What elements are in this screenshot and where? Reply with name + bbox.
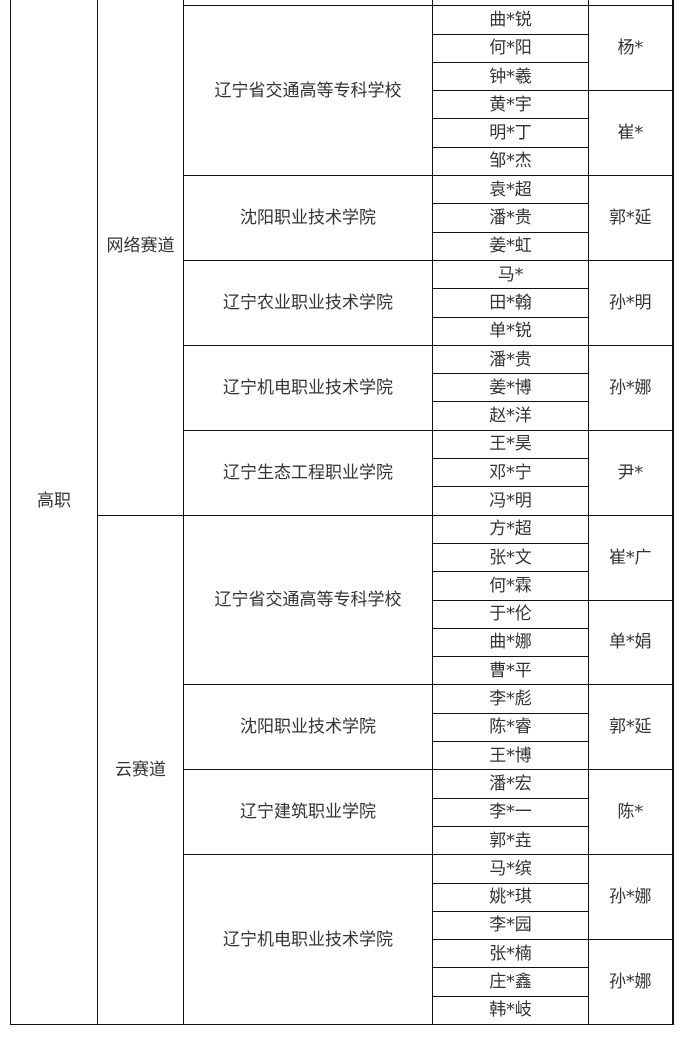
table-row: 陈*睿 bbox=[11, 712, 673, 743]
member-cell: 王*昊 bbox=[432, 429, 589, 460]
member-cell: 邓*宁 bbox=[432, 458, 589, 488]
member-cell: 李*彪 bbox=[432, 684, 589, 714]
member-cell: 潘*贵 bbox=[432, 203, 589, 233]
table-row: 沈阳职业技术学院 李*彪 郭*延 bbox=[11, 684, 673, 771]
member-cell: 李*园 bbox=[432, 910, 589, 941]
member-cell: 张*楠 bbox=[432, 939, 589, 969]
table-row: 明*丁 bbox=[11, 118, 673, 148]
table-row: 姜*虹 bbox=[11, 231, 673, 261]
member-cell: 李*一 bbox=[432, 797, 589, 827]
member-cell: 曹*平 bbox=[432, 656, 589, 686]
member-cell: 张*文 bbox=[432, 542, 589, 573]
table-row: 何*阳 bbox=[11, 33, 673, 63]
member-cell: 明*丁 bbox=[432, 118, 589, 148]
coach-cell: 孙*明 bbox=[588, 259, 673, 346]
member-cell: 王*博 bbox=[432, 741, 589, 771]
table-row: 张*文 bbox=[11, 542, 673, 573]
coach-cell: 郭*延 bbox=[588, 684, 673, 771]
table-row: 姜*博 bbox=[11, 373, 673, 403]
table-row: 钟*羲 bbox=[11, 61, 673, 92]
member-cell: 于*伦 bbox=[432, 599, 589, 629]
table-row: 李*园 bbox=[11, 910, 673, 941]
member-cell: 陈*睿 bbox=[432, 712, 589, 743]
coach-cell: 郭*延 bbox=[588, 175, 673, 261]
table-row: 于*伦 单*娟 bbox=[11, 599, 673, 686]
coach-cell: 崔* bbox=[588, 90, 673, 177]
member-cell: 赵*洋 bbox=[432, 401, 589, 431]
table-row: 沈阳职业技术学院 袁*超 郭*延 bbox=[11, 175, 673, 261]
table-row: 高职 网络赛道 bbox=[10, 0, 673, 1025]
member-cell: 潘*贵 bbox=[432, 344, 589, 375]
member-cell: 邹*杰 bbox=[432, 146, 589, 177]
school-cell: 沈阳职业技术学院 bbox=[183, 175, 433, 261]
coach-cell: 尹* bbox=[588, 429, 673, 516]
member-cell: 冯*明 bbox=[432, 486, 589, 516]
table-row: 郭*垚 bbox=[11, 825, 673, 856]
member-cell: 姜*博 bbox=[432, 373, 589, 403]
coach-cell: 孙*娜 bbox=[588, 854, 673, 941]
table-row: 辽宁农业职业技术学院 马* 孙*明 bbox=[11, 259, 673, 346]
table-row: 庄*鑫 bbox=[11, 967, 673, 997]
table-row: 辽宁机电职业技术学院 潘*贵 孙*娜 bbox=[11, 344, 673, 431]
member-cell: 黄*宇 bbox=[432, 90, 589, 120]
member-cell: 郭*垚 bbox=[432, 825, 589, 856]
school-cell: 沈阳职业技术学院 bbox=[183, 684, 433, 771]
level-cell: 高职 bbox=[10, 0, 98, 1025]
coach-cell: 崔*广 bbox=[588, 514, 673, 601]
member-cell: 马*缤 bbox=[432, 854, 589, 884]
track-cell: 网络赛道 bbox=[97, 0, 184, 516]
roster-table-container: 高职 网络赛道 辽宁省交通高等专科学校 曲*锐 杨* 何*阳 钟*羲 黄*宇 崔* 明*丁 邹*杰沈… bbox=[10, 0, 674, 1025]
coach-cell: 孙*娜 bbox=[588, 939, 673, 1025]
table-row: 单*锐 bbox=[11, 316, 673, 346]
table-row: 张*楠 孙*娜 bbox=[11, 939, 673, 1025]
table-row: 曹*平 bbox=[11, 656, 673, 686]
table-row: 姚*琪 bbox=[11, 882, 673, 912]
member-cell: 方*超 bbox=[432, 514, 589, 544]
school-cell: 辽宁农业职业技术学院 bbox=[183, 259, 433, 346]
member-cell: 袁*超 bbox=[432, 175, 589, 205]
member-cell: 姜*虹 bbox=[432, 231, 589, 261]
table-row: 云赛道 辽宁省交通高等专科学校 方*超 崔*广 bbox=[11, 514, 673, 1025]
member-cell: 潘*宏 bbox=[432, 769, 589, 799]
table-row: 冯*明 bbox=[11, 486, 673, 516]
member-cell: 姚*琪 bbox=[432, 882, 589, 912]
coach-cell: 孙*娜 bbox=[588, 344, 673, 431]
roster-table: 高职 网络赛道 辽宁省交通高等专科学校 曲*锐 杨* 何*阳 钟*羲 黄*宇 崔* 明*丁 邹*杰沈… bbox=[10, 0, 674, 1025]
member-cell: 何*阳 bbox=[432, 33, 589, 63]
member-cell: 曲*娜 bbox=[432, 627, 589, 658]
school-cell: 辽宁机电职业技术学院 bbox=[183, 344, 433, 431]
table-row: 黄*宇 崔* bbox=[11, 90, 673, 177]
member-cell: 曲*锐 bbox=[432, 5, 589, 35]
coach-cell: 杨* bbox=[588, 5, 673, 92]
member-cell: 庄*鑫 bbox=[432, 967, 589, 997]
school-cell: 辽宁机电职业技术学院 bbox=[183, 854, 433, 1025]
table-row: 曲*娜 bbox=[11, 627, 673, 658]
coach-cell: 陈* bbox=[588, 769, 673, 856]
coach-cell: 单*娟 bbox=[588, 599, 673, 686]
school-cell: 辽宁省交通高等专科学校 bbox=[183, 5, 433, 177]
table-row: 何*霖 bbox=[11, 571, 673, 601]
table-row: 王*博 bbox=[11, 741, 673, 771]
table-row: 邓*宁 bbox=[11, 458, 673, 488]
member-cell: 马* bbox=[432, 259, 589, 290]
table-row: 田*翰 bbox=[11, 288, 673, 318]
table-row: 辽宁机电职业技术学院 马*缤 孙*娜 bbox=[11, 854, 673, 1025]
member-cell: 韩*岐 bbox=[432, 995, 589, 1025]
school-cell: 辽宁省交通高等专科学校 bbox=[183, 514, 433, 686]
member-cell: 单*锐 bbox=[432, 316, 589, 346]
school-cell: 辽宁生态工程职业学院 bbox=[183, 429, 433, 516]
table-row: 辽宁省交通高等专科学校 曲*锐 杨* bbox=[11, 5, 673, 177]
track-cell: 云赛道 bbox=[97, 514, 184, 1025]
coach-cell bbox=[588, 0, 673, 7]
table-row: 韩*岐 bbox=[11, 995, 673, 1025]
table-row: 李*一 bbox=[11, 797, 673, 827]
table-row: 辽宁生态工程职业学院 王*昊 尹* bbox=[11, 429, 673, 516]
member-cell: 何*霖 bbox=[432, 571, 589, 601]
school-cell: 辽宁建筑职业学院 bbox=[183, 769, 433, 856]
member-cell: 钟*羲 bbox=[432, 61, 589, 92]
member-cell: 田*翰 bbox=[432, 288, 589, 318]
